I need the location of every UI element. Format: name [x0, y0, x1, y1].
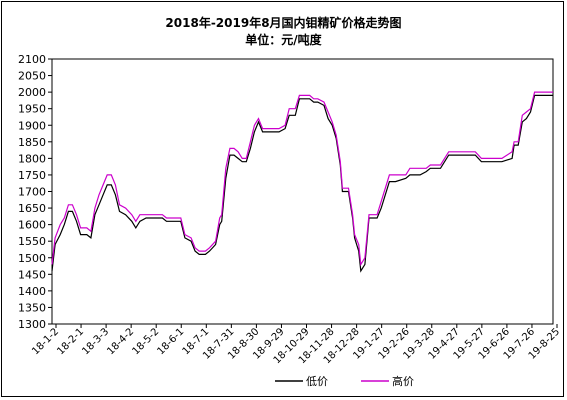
x-tick-label: 18-4-2 — [105, 326, 136, 357]
y-tick-label: 1950 — [18, 103, 46, 116]
y-tick-label: 1850 — [18, 136, 46, 149]
y-tick-label: 2100 — [18, 53, 46, 66]
y-tick-label: 1800 — [18, 152, 46, 165]
y-tick-label: 1600 — [18, 219, 46, 232]
x-tick-label: 18-5-2 — [130, 326, 161, 357]
series-line-2 — [51, 91, 553, 267]
y-tick-label: 1900 — [18, 119, 46, 132]
y-tick-label: 1500 — [18, 252, 46, 265]
x-tick-label: 18-3-3 — [80, 326, 111, 357]
y-tick-label: 1400 — [18, 285, 46, 298]
legend-label-1: 低价 — [306, 375, 328, 388]
x-tick-label: 18-2-1 — [55, 326, 86, 357]
y-tick-label: 2050 — [18, 70, 46, 83]
x-tick-label: 18-6-1 — [155, 326, 186, 357]
series-line-1 — [51, 94, 553, 273]
chart-subtitle: 单位：元/吨度 — [245, 33, 322, 47]
y-tick-label: 1300 — [18, 318, 46, 331]
y-tick-label: 1350 — [18, 301, 46, 314]
y-tick-label: 1650 — [18, 202, 46, 215]
chart-title: 2018年-2019年8月国内钼精矿价格走势图 — [165, 16, 402, 30]
y-tick-label: 1700 — [18, 186, 46, 199]
y-tick-label: 2000 — [18, 86, 46, 99]
legend-label-2: 高价 — [392, 374, 414, 388]
y-tick-label: 1750 — [18, 169, 46, 182]
y-tick-label: 1550 — [18, 235, 46, 248]
y-tick-label: 1450 — [18, 268, 46, 281]
